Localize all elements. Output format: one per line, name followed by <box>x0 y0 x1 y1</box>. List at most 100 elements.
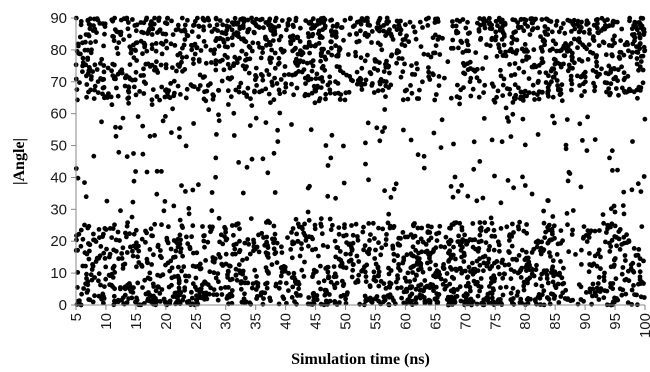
data-point <box>296 224 302 230</box>
data-point <box>377 60 382 65</box>
data-point <box>131 151 136 156</box>
data-point <box>372 236 377 241</box>
data-point <box>182 287 188 293</box>
data-point <box>512 61 518 66</box>
data-point <box>518 94 524 100</box>
data-point <box>374 125 380 131</box>
data-point <box>384 58 389 64</box>
data-point <box>472 68 478 74</box>
data-point <box>285 23 291 28</box>
data-point <box>249 103 255 108</box>
data-point <box>431 50 436 56</box>
data-point <box>437 52 443 57</box>
data-point <box>120 262 126 268</box>
data-point <box>192 51 198 57</box>
x-ticks: 5 10 15 20 25 30 35 40 45 50 55 60 65 70 75 80 85 90 95 100 <box>68 305 650 338</box>
data-point <box>362 269 368 275</box>
data-point <box>614 243 619 249</box>
data-point <box>103 227 109 232</box>
data-point <box>493 18 499 24</box>
data-point <box>631 283 636 288</box>
data-point <box>350 78 355 84</box>
data-point <box>225 88 231 94</box>
data-point <box>363 279 369 284</box>
data-point <box>534 244 540 250</box>
data-point <box>398 285 404 290</box>
data-point <box>433 262 439 268</box>
data-point <box>616 229 622 235</box>
data-point <box>210 96 216 102</box>
data-point <box>611 262 617 268</box>
data-point <box>384 232 389 237</box>
data-point <box>120 266 126 271</box>
data-point <box>231 133 237 138</box>
data-point <box>640 67 646 73</box>
data-point <box>471 166 477 172</box>
x-tick-label: 90 <box>577 313 594 330</box>
data-point <box>458 265 463 271</box>
data-point <box>104 246 109 252</box>
data-point <box>507 86 513 92</box>
data-point <box>629 187 635 193</box>
data-point <box>635 95 640 101</box>
data-point <box>189 47 195 53</box>
data-point <box>233 266 239 272</box>
data-point <box>636 262 642 268</box>
data-point <box>242 291 247 297</box>
data-point <box>183 273 188 279</box>
data-point <box>80 236 86 242</box>
data-point <box>300 59 306 65</box>
data-point <box>516 253 522 258</box>
data-point <box>334 21 340 27</box>
data-point <box>558 25 564 31</box>
data-point <box>213 67 219 73</box>
data-point <box>410 244 416 250</box>
data-point <box>600 39 606 45</box>
data-point <box>151 298 157 304</box>
data-point <box>357 301 363 307</box>
data-point <box>178 92 183 97</box>
data-point <box>146 28 151 34</box>
data-point <box>358 55 364 61</box>
data-point <box>433 43 439 48</box>
data-point <box>213 275 219 281</box>
data-point <box>570 227 575 233</box>
data-point <box>438 145 444 151</box>
data-point <box>169 130 174 136</box>
data-point <box>465 61 471 66</box>
data-point <box>629 26 635 32</box>
data-point <box>502 22 508 27</box>
data-point <box>616 54 622 60</box>
data-point <box>114 45 120 51</box>
data-point <box>545 89 551 95</box>
data-point <box>447 281 453 287</box>
data-point <box>276 23 282 29</box>
data-point <box>628 88 634 94</box>
data-point <box>366 177 371 183</box>
data-point <box>642 116 648 122</box>
data-point <box>229 223 235 228</box>
data-point <box>395 276 401 281</box>
data-point <box>493 34 499 39</box>
data-point <box>537 295 543 301</box>
data-point <box>243 275 248 281</box>
data-point <box>382 188 387 194</box>
data-point <box>271 97 277 103</box>
data-point <box>385 293 391 299</box>
data-point <box>156 18 162 23</box>
data-point <box>409 284 415 290</box>
data-point <box>231 63 237 68</box>
data-point <box>333 195 338 201</box>
data-point <box>214 22 220 28</box>
data-point <box>154 168 160 174</box>
data-point <box>549 29 555 35</box>
data-point <box>212 47 218 53</box>
data-point <box>289 122 294 127</box>
data-point <box>184 234 189 240</box>
data-point <box>329 33 335 38</box>
data-point <box>588 228 594 234</box>
data-point <box>144 48 150 54</box>
data-point <box>207 269 213 275</box>
data-point <box>118 208 123 214</box>
data-point <box>489 26 495 32</box>
